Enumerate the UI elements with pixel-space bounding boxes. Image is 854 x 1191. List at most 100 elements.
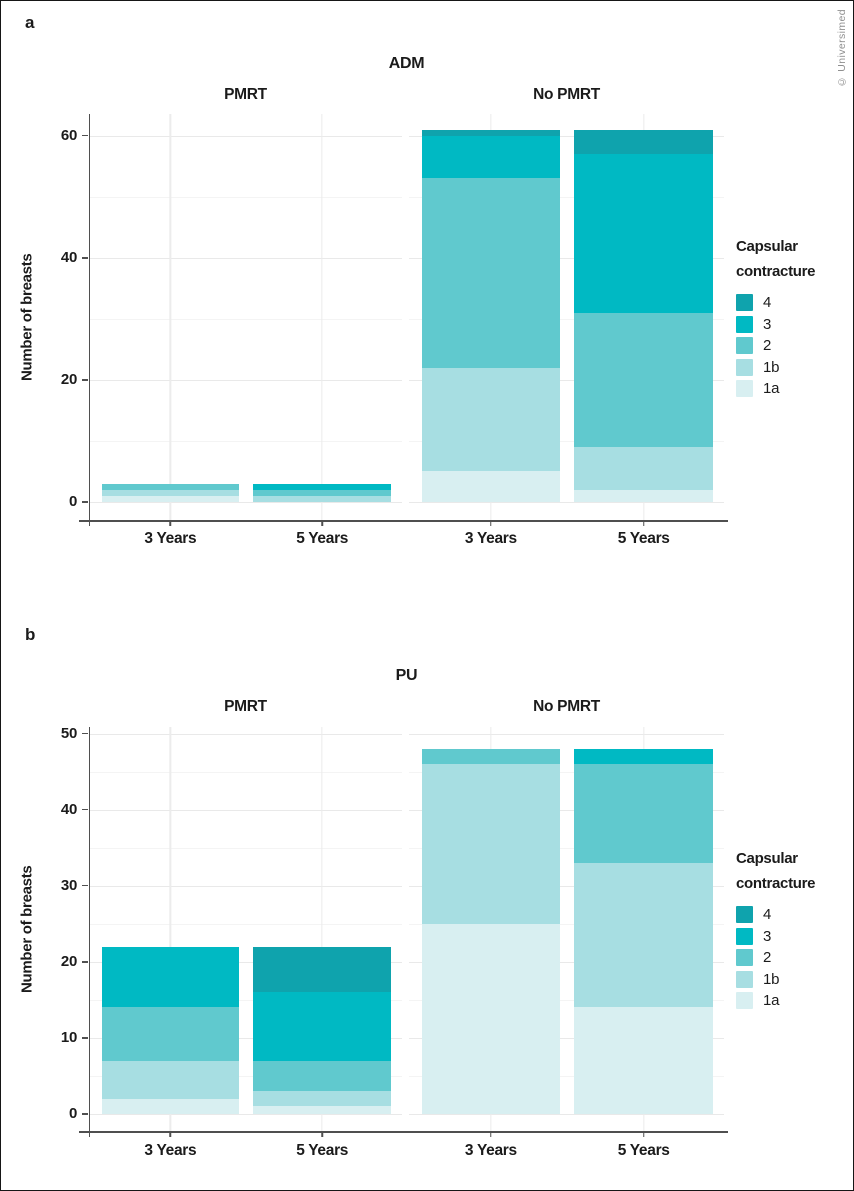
bar-segment-grade-3 [574, 154, 713, 313]
bar-segment-grade-1a [421, 471, 561, 502]
facet-panel-pmrt [89, 114, 402, 521]
bar-segment-grade-1a [574, 1007, 713, 1114]
legend-item-label: 1b [763, 970, 780, 988]
legend: Capsular contracture 4 3 2 1b 1a [736, 727, 848, 1132]
gridline-minor [409, 847, 724, 849]
bar-segment-grade-1a [574, 489, 713, 502]
gridline-major [409, 733, 724, 735]
legend-item: 2 [736, 949, 848, 966]
bar-segment-grade-2 [253, 489, 392, 496]
legend-item-label: 2 [763, 337, 772, 354]
legend-items: 4 3 2 1b 1a [736, 290, 848, 402]
panel-letter-b: b [25, 625, 36, 644]
facet-panel-pmrt [89, 727, 402, 1132]
legend-swatch-4 [736, 906, 753, 923]
y-axis: 0 10 20 30 40 50 [31, 725, 89, 1132]
gridline-minor [409, 440, 724, 442]
vertical-gridline [321, 114, 323, 521]
y-tick-mark [82, 257, 88, 259]
gridline-major [89, 379, 402, 382]
gridline-major [89, 885, 402, 887]
bar-segment-grade-4 [253, 946, 392, 993]
legend-item: 3 [736, 927, 848, 945]
y-tick-mark [82, 732, 88, 735]
bar-segment-grade-2 [421, 178, 561, 368]
plot-area [79, 727, 728, 1137]
gridline-major [409, 961, 724, 964]
x-tick-mark [642, 521, 645, 526]
bar-segment-grade-2 [574, 763, 713, 863]
gridline-major [409, 257, 724, 260]
gridline-major [89, 809, 402, 811]
y-tick-mark [82, 808, 88, 811]
gridline-minor [409, 771, 724, 773]
x-tick-label: 3 Years [464, 1142, 517, 1159]
x-axis-line [79, 1131, 728, 1133]
x-tick-label: 5 Years [296, 1142, 349, 1159]
bar-segment-grade-3 [101, 946, 240, 1008]
y-tick-mark [82, 379, 88, 381]
legend-swatch-2 [736, 949, 753, 966]
legend-swatch-1b [736, 358, 753, 376]
facet-label-pmrt: PMRT [224, 698, 267, 715]
legend-item: 1a [736, 380, 848, 397]
x-tick-label: 3 Years [144, 530, 197, 547]
gridline-major [409, 1114, 724, 1116]
y-tick-label: 60 [60, 126, 77, 144]
legend-swatch-1a [736, 992, 753, 1009]
y-tick-mark [82, 134, 88, 137]
y-tick-mark [82, 501, 88, 503]
bar-segment-grade-1a [101, 1098, 240, 1114]
legend-item: 3 [736, 315, 848, 333]
legend-item: 1b [736, 970, 848, 988]
bar-segment-grade-1b [421, 367, 561, 472]
x-axis-labels: 3 Years 5 Years 3 Years 5 Years [89, 528, 724, 552]
facet-panel-no-pmrt [409, 114, 724, 521]
gridline-minor [409, 999, 724, 1001]
y-tick-label: 0 [68, 1105, 77, 1122]
bar-segment-grade-1a [253, 1106, 392, 1114]
stacked-bar [421, 727, 561, 1132]
y-tick-mark [82, 1037, 88, 1039]
facet-labels: PMRT No PMRT [89, 86, 724, 106]
x-tick-mark [490, 1132, 492, 1137]
y-axis-line [88, 727, 90, 1137]
stacked-bar [253, 727, 392, 1132]
stacked-bar [101, 114, 240, 521]
legend-swatch-3 [736, 927, 753, 945]
gridline-minor [89, 440, 402, 442]
panel-b-section: b PU PMRT No PMRT Number of breasts 0 10 2… [1, 613, 853, 1190]
gridline-minor [89, 318, 402, 320]
x-tick-mark [321, 521, 323, 526]
gridline-minor [89, 1075, 402, 1077]
gridline-major [409, 379, 724, 382]
x-tick-mark [169, 521, 172, 526]
gridline-minor [409, 318, 724, 320]
bar-segment-grade-1b [101, 1060, 240, 1099]
bar-segment-grade-2 [574, 312, 713, 448]
legend-item-label: 2 [763, 949, 772, 966]
y-tick-mark [82, 884, 88, 887]
legend-items: 4 3 2 1b 1a [736, 902, 848, 1014]
stacked-bar [574, 727, 713, 1132]
gridline-minor [89, 196, 402, 198]
panel-letter-a: a [25, 13, 35, 32]
vertical-gridline [169, 114, 172, 521]
x-tick-label: 3 Years [144, 1142, 197, 1159]
vertical-gridline [169, 727, 172, 1132]
legend-swatch-2 [736, 337, 753, 354]
bar-segment-grade-1a [421, 923, 561, 1114]
gridline-major [89, 733, 402, 735]
bar-segment-grade-1b [101, 489, 240, 496]
gridline-major [409, 885, 724, 887]
y-tick-mark [82, 1113, 88, 1115]
legend-item: 1a [736, 992, 848, 1009]
legend: Capsular contracture 4 3 2 1b 1a [736, 114, 848, 521]
bar-segment-grade-4 [421, 129, 561, 136]
bar-segment-grade-1b [253, 495, 392, 502]
legend-item-label: 1a [763, 992, 780, 1009]
stacked-bar [253, 114, 392, 521]
bar-segment-grade-1b [574, 447, 713, 490]
gridline-major [409, 1037, 724, 1040]
